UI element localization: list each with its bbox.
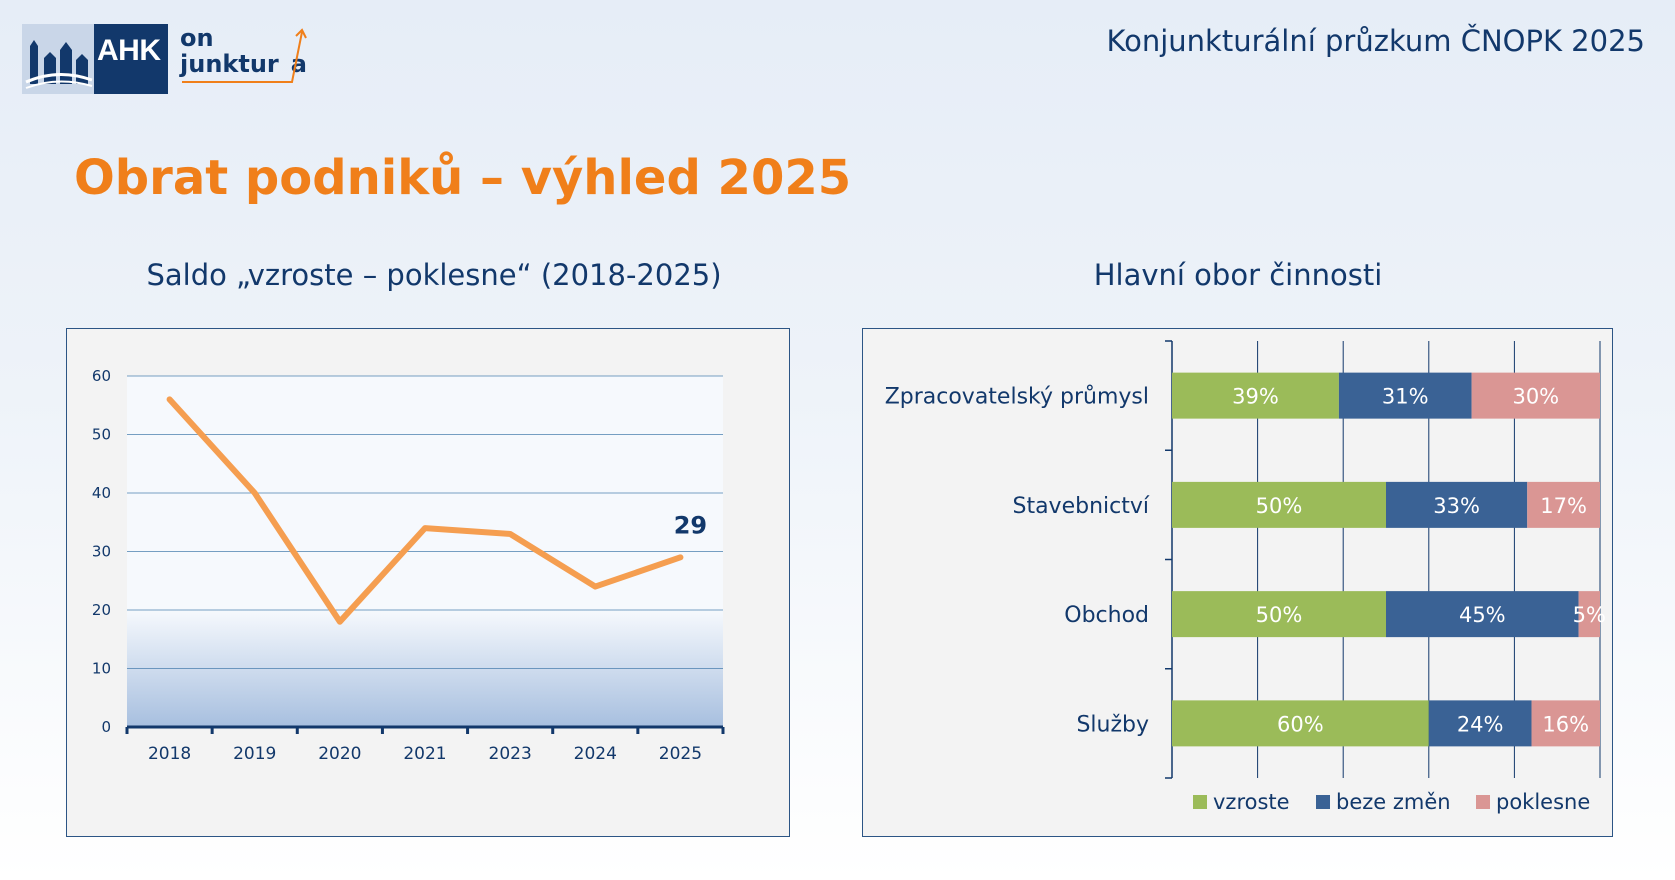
category-label: Zpracovatelský průmysl bbox=[885, 385, 1149, 410]
legend-swatch bbox=[1316, 795, 1330, 809]
bar-segment bbox=[1172, 591, 1386, 638]
x-tick-label: 2019 bbox=[233, 744, 276, 764]
bar-value-label: 45% bbox=[1459, 603, 1506, 627]
bar-value-label: 50% bbox=[1256, 603, 1303, 627]
x-tick-label: 2025 bbox=[659, 744, 702, 764]
y-tick-label: 50 bbox=[92, 426, 111, 444]
data-point bbox=[507, 531, 513, 537]
bar-segment bbox=[1338, 372, 1472, 419]
bar-value-label: 31% bbox=[1382, 385, 1429, 409]
bar-segment bbox=[1172, 372, 1339, 419]
x-tick-label: 2020 bbox=[318, 744, 361, 764]
bar-value-label: 60% bbox=[1277, 712, 1324, 736]
y-tick-label: 10 bbox=[92, 660, 111, 678]
bar-segment bbox=[1172, 700, 1429, 747]
city-skyline-icon bbox=[22, 24, 94, 94]
bar-value-label: 39% bbox=[1232, 385, 1279, 409]
bar-segment bbox=[1428, 700, 1532, 747]
data-point bbox=[422, 525, 428, 531]
category-label: Stavebnictví bbox=[1012, 494, 1149, 519]
bar-segment bbox=[1172, 481, 1386, 528]
bar-value-label: 30% bbox=[1512, 385, 1559, 409]
legend-label: poklesne bbox=[1496, 790, 1590, 814]
category-label: Obchod bbox=[1064, 603, 1149, 628]
y-tick-label: 40 bbox=[92, 484, 111, 502]
data-point bbox=[167, 396, 173, 402]
survey-title: Konjunkturální průzkum ČNOPK 2025 bbox=[1106, 24, 1645, 58]
legend-label: beze změn bbox=[1336, 790, 1451, 814]
x-tick-label: 2024 bbox=[574, 744, 617, 764]
logo-junktura-text: junktur a bbox=[180, 50, 307, 78]
logo-junktur-part: junktur bbox=[180, 50, 279, 78]
y-tick-label: 20 bbox=[92, 601, 111, 619]
y-tick-label: 0 bbox=[101, 718, 111, 736]
bar-segment bbox=[1386, 591, 1579, 638]
bar-value-label: 50% bbox=[1256, 494, 1303, 518]
y-tick-label: 30 bbox=[92, 543, 111, 561]
bar-segment bbox=[1578, 591, 1600, 638]
legend-swatch bbox=[1193, 795, 1207, 809]
logo-ahk-text: AHK bbox=[97, 34, 161, 67]
logo-on-text: on bbox=[180, 24, 214, 52]
legend-swatch bbox=[1476, 795, 1490, 809]
bar-value-label: 17% bbox=[1540, 494, 1587, 518]
legend-label: vzroste bbox=[1213, 790, 1290, 814]
line-chart: 0 10 20 30 40 50 60 2018 2019 2020 2021 2023 2024 202… bbox=[92, 367, 725, 764]
bar-segment bbox=[1471, 372, 1600, 419]
data-point bbox=[592, 584, 598, 590]
logo-city-image bbox=[22, 24, 94, 94]
bar-chart-title: Hlavní obor činnosti bbox=[1093, 258, 1383, 292]
logo-arrow-icon bbox=[182, 28, 307, 83]
data-point bbox=[337, 619, 343, 625]
x-tick-label: 2021 bbox=[403, 744, 446, 764]
category-label: Služby bbox=[1076, 712, 1149, 737]
bar-value-label: 5% bbox=[1573, 603, 1606, 627]
x-tick-label: 2018 bbox=[148, 744, 191, 764]
bar-segment bbox=[1531, 700, 1600, 747]
bar-segment bbox=[1527, 481, 1600, 528]
data-point bbox=[252, 490, 258, 496]
y-tick-label: 60 bbox=[92, 367, 111, 385]
x-tick-label: 2023 bbox=[489, 744, 532, 764]
bar-value-label: 16% bbox=[1542, 712, 1589, 736]
data-point bbox=[677, 554, 683, 560]
page-title: Obrat podniků – výhled 2025 bbox=[74, 150, 852, 206]
line-chart-title: Saldo „vzroste – poklesne“ (2018-2025) bbox=[146, 258, 722, 292]
line-chart-panel: 0 10 20 30 40 50 60 2018 2019 2020 2021 2023 2024 202… bbox=[66, 328, 790, 837]
stacked-bar-chart: Zpracovatelský průmysl 39% 31% 30% Stavebnic… bbox=[885, 340, 1606, 814]
bar-value-label: 33% bbox=[1433, 494, 1480, 518]
bar-chart-panel: Zpracovatelský průmysl 39% 31% 30% Stavebnic… bbox=[862, 328, 1613, 837]
data-label: 29 bbox=[674, 511, 707, 539]
bar-segment bbox=[1386, 481, 1528, 528]
bar-value-label: 24% bbox=[1457, 712, 1504, 736]
ahk-logo: AHK on junktur a bbox=[22, 24, 312, 96]
